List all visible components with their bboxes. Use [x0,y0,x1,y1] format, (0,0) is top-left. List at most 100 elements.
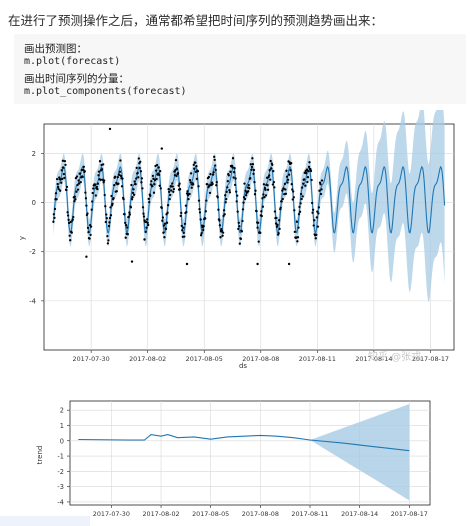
observed-point [62,166,65,169]
observed-point [279,206,282,209]
forecast-uncertainty-band [53,110,445,302]
observed-point [152,177,155,180]
observed-point [317,206,321,209]
observed-point [257,240,260,243]
observed-point [103,179,106,182]
observed-point [306,175,310,179]
observed-point [305,172,308,175]
observed-point [122,197,125,201]
observed-point [215,181,218,184]
observed-point [128,213,132,216]
observed-point [58,176,61,179]
observed-point [236,194,239,197]
observed-point [126,233,129,236]
observed-point [84,191,87,194]
observed-point [311,211,314,214]
observed-point [147,223,150,227]
observed-point [104,205,107,208]
observed-point [226,180,229,183]
observed-point [275,225,279,228]
observed-point [298,210,302,213]
observed-point [92,187,95,190]
observed-point [220,229,224,232]
observed-point [141,187,144,190]
observed-point [202,224,205,228]
observed-point [77,179,80,182]
observed-point [159,187,162,190]
observed-point [53,207,57,211]
forecast-line [52,165,446,234]
observed-point [167,190,171,194]
observed-point [67,218,70,222]
trend-x-tick-label: 2017-08-17 [391,510,428,518]
observed-point [269,159,272,163]
observed-point [56,185,60,189]
observed-point [142,212,145,215]
observed-point [195,177,199,181]
observed-point-outlier [108,127,112,131]
observed-point [250,165,254,169]
intro-text: 在进行了预测操作之后，通常都希望把时间序列的预测趋势画出来： [8,13,384,28]
observed-point [97,174,100,177]
observed-point [163,222,167,225]
observed-point [76,183,79,187]
observed-point [139,160,142,163]
code-line-components: m.plot_components(forecast) [24,86,187,97]
observed-point [256,226,259,229]
observed-point [192,163,195,166]
observed-point [238,242,241,245]
observed-point [275,216,278,220]
observed-point [112,196,115,200]
forecast-x-tick-label: 2017-08-11 [299,355,336,363]
observed-point [132,188,135,191]
observed-point [217,208,220,211]
observed-point [207,175,211,179]
observed-point [277,219,281,222]
forecast-y-tick-label: 2 [32,150,36,158]
observed-point [182,226,185,229]
observed-point [178,188,182,191]
observed-point [125,224,128,227]
observed-point [96,182,100,185]
observed-point [163,236,166,239]
observed-point [56,182,59,186]
observed-point [190,186,193,189]
observed-point [116,175,119,179]
observed-point [303,178,306,181]
code-block: 画出预测图： m.plot(forecast) 画出时间序列的分量： m.plo… [14,34,466,104]
code-line-plot: m.plot(forecast) [24,56,121,67]
observed-point [65,188,68,192]
observed-point [226,186,229,189]
observed-point [63,159,67,163]
trend-x-tick-label: 2017-08-05 [192,510,229,518]
observed-point [243,197,247,201]
observed-point [152,191,156,194]
observed-point [111,202,114,205]
observed-point [107,224,111,228]
forecast-y-tick-label: -4 [29,297,36,305]
observed-point [287,173,291,176]
observed-point [128,211,131,214]
observed-point-outlier [61,159,65,162]
observed-point [208,191,212,195]
observed-point-outlier [143,238,146,241]
forecast-x-tick-label: 2017-07-30 [73,355,110,363]
observed-point [271,183,274,186]
trend-chart: 2 1 0 -1 -2 -3 -4 2017-07-30 2017-08-02 2017-08-… [36,400,431,518]
observed-point [237,227,240,231]
observed-point [81,175,84,179]
observed-point [319,192,323,196]
observed-point [177,184,180,187]
observed-point [121,177,124,180]
observed-point [244,189,247,192]
observed-point [175,167,179,171]
observed-point [262,183,266,186]
observed-point [85,204,88,207]
observed-point [146,218,149,221]
forecast-y-tick-label: 0 [32,199,36,207]
observed-point [75,190,78,193]
observed-point [289,169,292,172]
trend-x-tick-label: 2017-08-02 [142,510,179,518]
observed-point [153,178,157,182]
observed-point [241,208,245,211]
